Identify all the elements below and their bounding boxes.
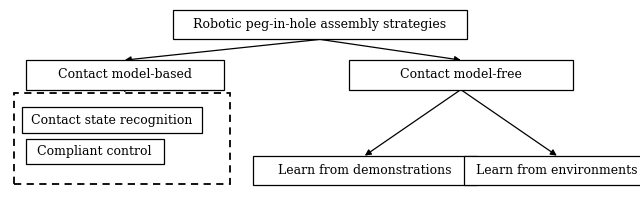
Text: Robotic peg-in-hole assembly strategies: Robotic peg-in-hole assembly strategies bbox=[193, 18, 447, 31]
Text: Learn from environments: Learn from environments bbox=[476, 164, 637, 177]
Bar bbox=[22, 107, 202, 133]
Text: Contact state recognition: Contact state recognition bbox=[31, 114, 193, 127]
Text: Contact model-free: Contact model-free bbox=[400, 68, 522, 81]
Text: Contact model-based: Contact model-based bbox=[58, 68, 192, 81]
Bar bbox=[173, 10, 467, 39]
Bar bbox=[26, 60, 224, 90]
Text: Compliant control: Compliant control bbox=[38, 145, 152, 158]
Bar bbox=[464, 156, 640, 185]
Text: Learn from demonstrations: Learn from demonstrations bbox=[278, 164, 452, 177]
Bar bbox=[349, 60, 573, 90]
Bar bbox=[14, 93, 230, 184]
Bar bbox=[26, 139, 164, 164]
Bar bbox=[253, 156, 477, 185]
